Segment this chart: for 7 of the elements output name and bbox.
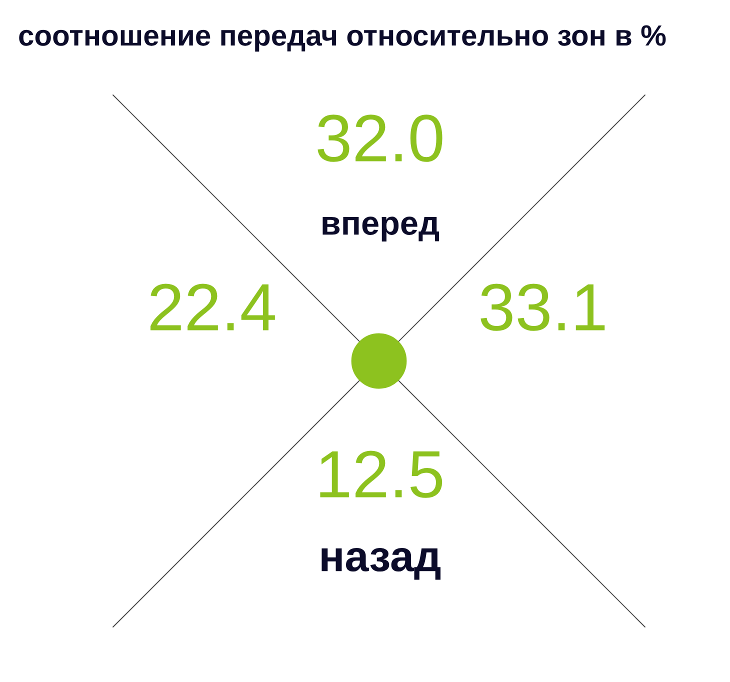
data-label: 12.5 [320,450,442,498]
category-label: вперед [322,216,439,242]
data-label: 33.1 [480,284,605,331]
data-label: 32.0 [318,114,442,162]
category-label: назад [322,548,440,580]
data-label: 22.4 [150,284,275,330]
text: соотношение передач относительно зон в % [19,25,666,52]
